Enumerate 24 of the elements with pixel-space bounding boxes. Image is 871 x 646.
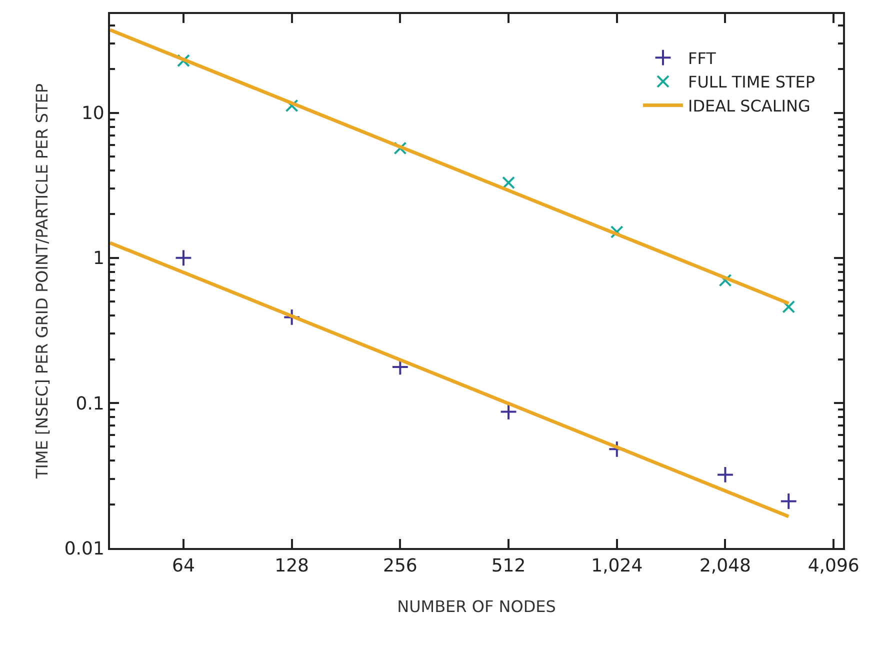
point (174, 249, 192, 267)
y-tick-label: 10 (81, 103, 104, 124)
x-tick-label: 1,024 (591, 556, 643, 577)
x-tick-label: 4,096 (808, 556, 860, 577)
y-tick-label: 0.01 (64, 538, 104, 560)
point (394, 142, 407, 155)
legend-label: FFT (688, 48, 716, 68)
point (608, 440, 626, 458)
y-tick-label: 1 (92, 248, 104, 270)
point (500, 403, 518, 420)
y-axis-title: TIME [NSEC] PER GRID POINT/PARTICLE PER STEP (32, 83, 52, 480)
x-tick-label: 2,048 (699, 556, 752, 577)
point (283, 308, 301, 326)
x-tick-label: 512 (491, 556, 526, 577)
x-tick-label: 128 (274, 556, 310, 577)
point (716, 466, 734, 484)
legend-label: IDEAL SCALING (688, 96, 810, 116)
legend-label: FULL TIME STEP (688, 72, 816, 92)
point (176, 54, 190, 68)
x-tick-label: 256 (383, 556, 418, 577)
point (502, 176, 516, 190)
y-tick-label: 0.1 (76, 393, 104, 414)
x-tick-label: 64 (172, 556, 195, 577)
x-axis-title: NUMBER OF NODES (397, 596, 556, 616)
